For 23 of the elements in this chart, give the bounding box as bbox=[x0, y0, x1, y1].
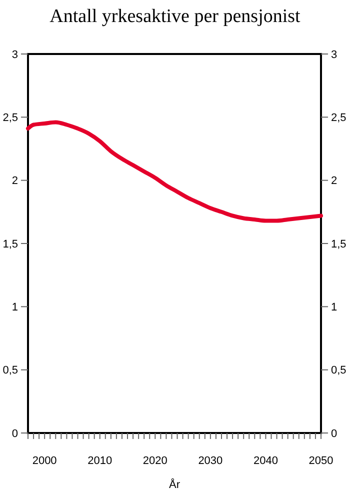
y2-tick-label: 3 bbox=[331, 48, 338, 61]
chart-title: Antall yrkesaktive per pensjonist bbox=[50, 6, 302, 27]
y2-tick-label: 1,5 bbox=[331, 238, 346, 250]
y2-tick-label: 0,5 bbox=[331, 364, 346, 377]
y2-tick-label: 1 bbox=[331, 302, 338, 314]
y-tick-label: 0,5 bbox=[2, 364, 18, 377]
x-tick-label: 2030 bbox=[198, 455, 223, 467]
y-tick-label: 2 bbox=[12, 175, 18, 188]
x-tick-label: 2020 bbox=[142, 455, 168, 467]
x-tick-label: 2000 bbox=[32, 455, 57, 467]
y2-tick-label: 2 bbox=[331, 175, 338, 188]
x-tick-label: 2010 bbox=[88, 455, 112, 467]
y2-tick-label: 0 bbox=[331, 428, 338, 440]
x-tick-label: 2050 bbox=[308, 455, 334, 467]
y-tick-label: 0 bbox=[12, 428, 18, 440]
y-tick-label: 2,5 bbox=[2, 112, 18, 124]
y2-tick-label: 2,5 bbox=[331, 112, 346, 124]
y-tick-label: 1,5 bbox=[2, 238, 18, 250]
line-series bbox=[26, 120, 323, 223]
x-axis-title: År bbox=[169, 478, 180, 491]
x-tick-label: 2040 bbox=[253, 455, 278, 467]
y-tick-label: 3 bbox=[12, 48, 18, 61]
y-tick-label: 1 bbox=[12, 302, 18, 314]
